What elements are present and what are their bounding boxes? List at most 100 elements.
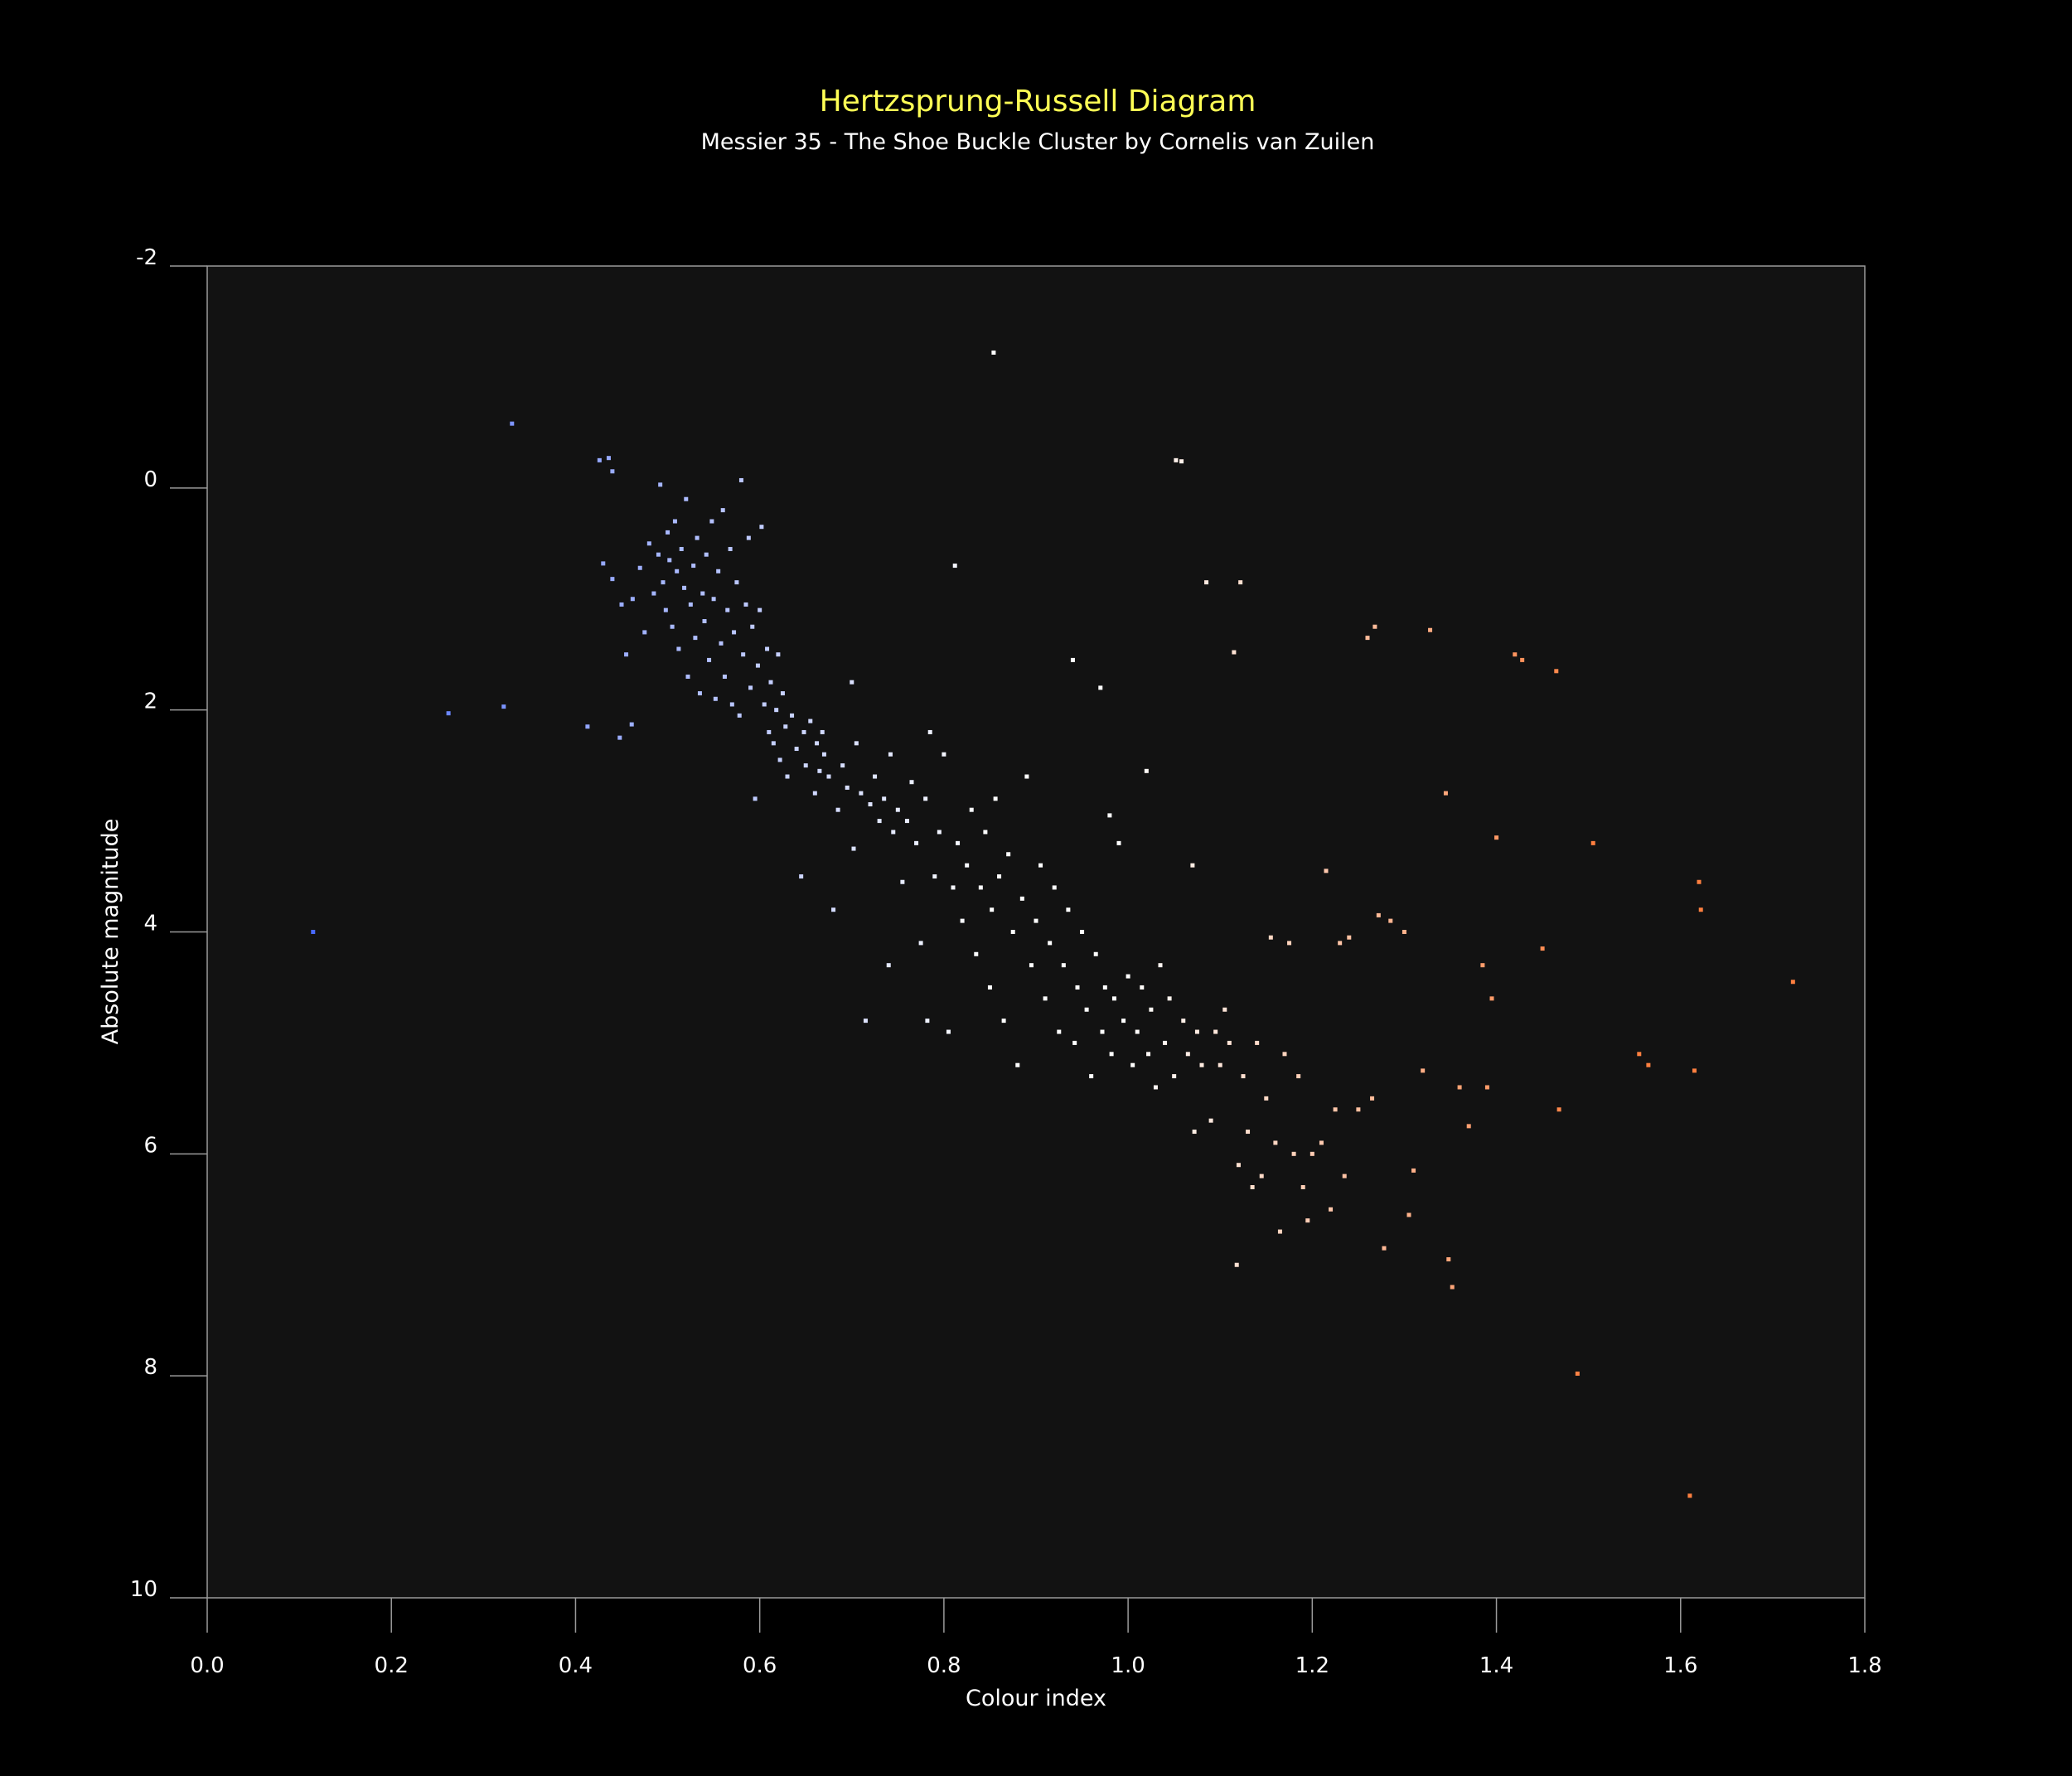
data-point bbox=[983, 830, 988, 835]
data-point bbox=[1107, 813, 1112, 818]
data-point bbox=[904, 819, 909, 824]
data-point bbox=[927, 729, 932, 734]
data-point bbox=[1006, 852, 1011, 857]
data-point bbox=[1268, 935, 1273, 940]
y-axis-title: Absolute magnitude bbox=[98, 819, 123, 1045]
data-point bbox=[675, 569, 680, 573]
x-tick-label: 1.8 bbox=[1847, 1653, 1881, 1678]
x-tick-label: 1.6 bbox=[1663, 1653, 1697, 1678]
data-point bbox=[1116, 840, 1121, 845]
data-point bbox=[1310, 1151, 1314, 1156]
data-point bbox=[826, 774, 831, 779]
data-point bbox=[684, 496, 689, 501]
data-point bbox=[1246, 1130, 1251, 1135]
data-point bbox=[1305, 1218, 1310, 1223]
data-point bbox=[1121, 1019, 1126, 1023]
data-point bbox=[888, 752, 893, 757]
data-point bbox=[777, 757, 782, 762]
data-point bbox=[624, 652, 629, 657]
data-point bbox=[1144, 768, 1149, 773]
data-point bbox=[1066, 907, 1071, 912]
data-point bbox=[1238, 580, 1243, 585]
data-point bbox=[1208, 1118, 1213, 1123]
data-point bbox=[1024, 774, 1029, 779]
data-point bbox=[1264, 1096, 1269, 1101]
data-point bbox=[1273, 1140, 1278, 1145]
data-point bbox=[1199, 1062, 1204, 1067]
data-point bbox=[1790, 980, 1795, 985]
data-point bbox=[993, 796, 998, 801]
data-point bbox=[1411, 1168, 1416, 1173]
data-point bbox=[774, 708, 779, 713]
data-point bbox=[1319, 1140, 1324, 1145]
data-point bbox=[1540, 946, 1545, 951]
data-points bbox=[311, 350, 1795, 1498]
data-point bbox=[1556, 1107, 1561, 1112]
data-point bbox=[1697, 879, 1702, 884]
data-point bbox=[1052, 885, 1057, 890]
data-point bbox=[1329, 1207, 1334, 1212]
data-point bbox=[1015, 1062, 1020, 1067]
y-axis: -2 0 2 4 6 8 10 bbox=[130, 245, 207, 1602]
data-point bbox=[758, 607, 762, 612]
data-point bbox=[1333, 1107, 1338, 1112]
data-point bbox=[1181, 1019, 1186, 1023]
data-point bbox=[946, 1029, 951, 1034]
data-point bbox=[1457, 1085, 1462, 1090]
data-point bbox=[651, 591, 656, 596]
data-point bbox=[942, 752, 946, 757]
data-point bbox=[1070, 657, 1075, 662]
y-tick-label: 6 bbox=[143, 1133, 157, 1158]
x-tick-label: 0.2 bbox=[375, 1653, 409, 1678]
data-point bbox=[873, 774, 878, 779]
data-point bbox=[685, 674, 690, 679]
data-point bbox=[682, 585, 687, 590]
data-point bbox=[1111, 996, 1116, 1001]
data-point bbox=[863, 1019, 868, 1023]
data-point bbox=[1489, 996, 1494, 1001]
data-point bbox=[1520, 657, 1525, 662]
data-point bbox=[1153, 1085, 1158, 1090]
data-point bbox=[1034, 918, 1038, 923]
data-point bbox=[1421, 1068, 1426, 1073]
data-point bbox=[1347, 935, 1352, 940]
data-point bbox=[510, 421, 515, 426]
data-point bbox=[909, 780, 914, 785]
data-point bbox=[808, 719, 813, 723]
data-point bbox=[1338, 941, 1343, 946]
data-point bbox=[765, 646, 770, 651]
data-point bbox=[1232, 650, 1237, 655]
y-tick-label: -2 bbox=[136, 245, 157, 270]
data-point bbox=[1146, 1052, 1151, 1057]
data-point bbox=[728, 546, 733, 551]
data-point bbox=[1102, 985, 1107, 990]
data-point bbox=[1282, 1052, 1287, 1057]
data-point bbox=[951, 885, 956, 890]
data-point bbox=[658, 482, 663, 487]
data-point bbox=[1043, 996, 1048, 1001]
data-point bbox=[1179, 459, 1184, 464]
data-point bbox=[1140, 985, 1145, 990]
data-point bbox=[969, 807, 974, 812]
data-point bbox=[990, 907, 995, 912]
data-point bbox=[716, 569, 721, 573]
data-point bbox=[794, 747, 799, 752]
data-point bbox=[666, 530, 670, 535]
data-point bbox=[817, 768, 822, 773]
data-point bbox=[1402, 930, 1406, 934]
data-point bbox=[937, 830, 942, 835]
data-point bbox=[987, 985, 992, 990]
data-point bbox=[725, 607, 730, 612]
data-point bbox=[812, 791, 817, 796]
data-point bbox=[1450, 1285, 1455, 1290]
data-point bbox=[670, 624, 675, 629]
data-point bbox=[1382, 1246, 1387, 1251]
data-point bbox=[667, 558, 672, 563]
data-point bbox=[1370, 1096, 1375, 1101]
data-point bbox=[1194, 1029, 1199, 1034]
x-axis-title: Colour index bbox=[966, 1686, 1106, 1711]
data-point bbox=[1484, 1085, 1489, 1090]
data-point bbox=[1222, 1007, 1227, 1012]
data-point bbox=[630, 597, 635, 602]
data-point bbox=[1300, 1185, 1305, 1190]
